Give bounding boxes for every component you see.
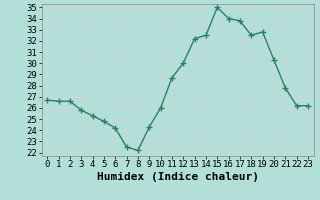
X-axis label: Humidex (Indice chaleur): Humidex (Indice chaleur) [97, 172, 259, 182]
